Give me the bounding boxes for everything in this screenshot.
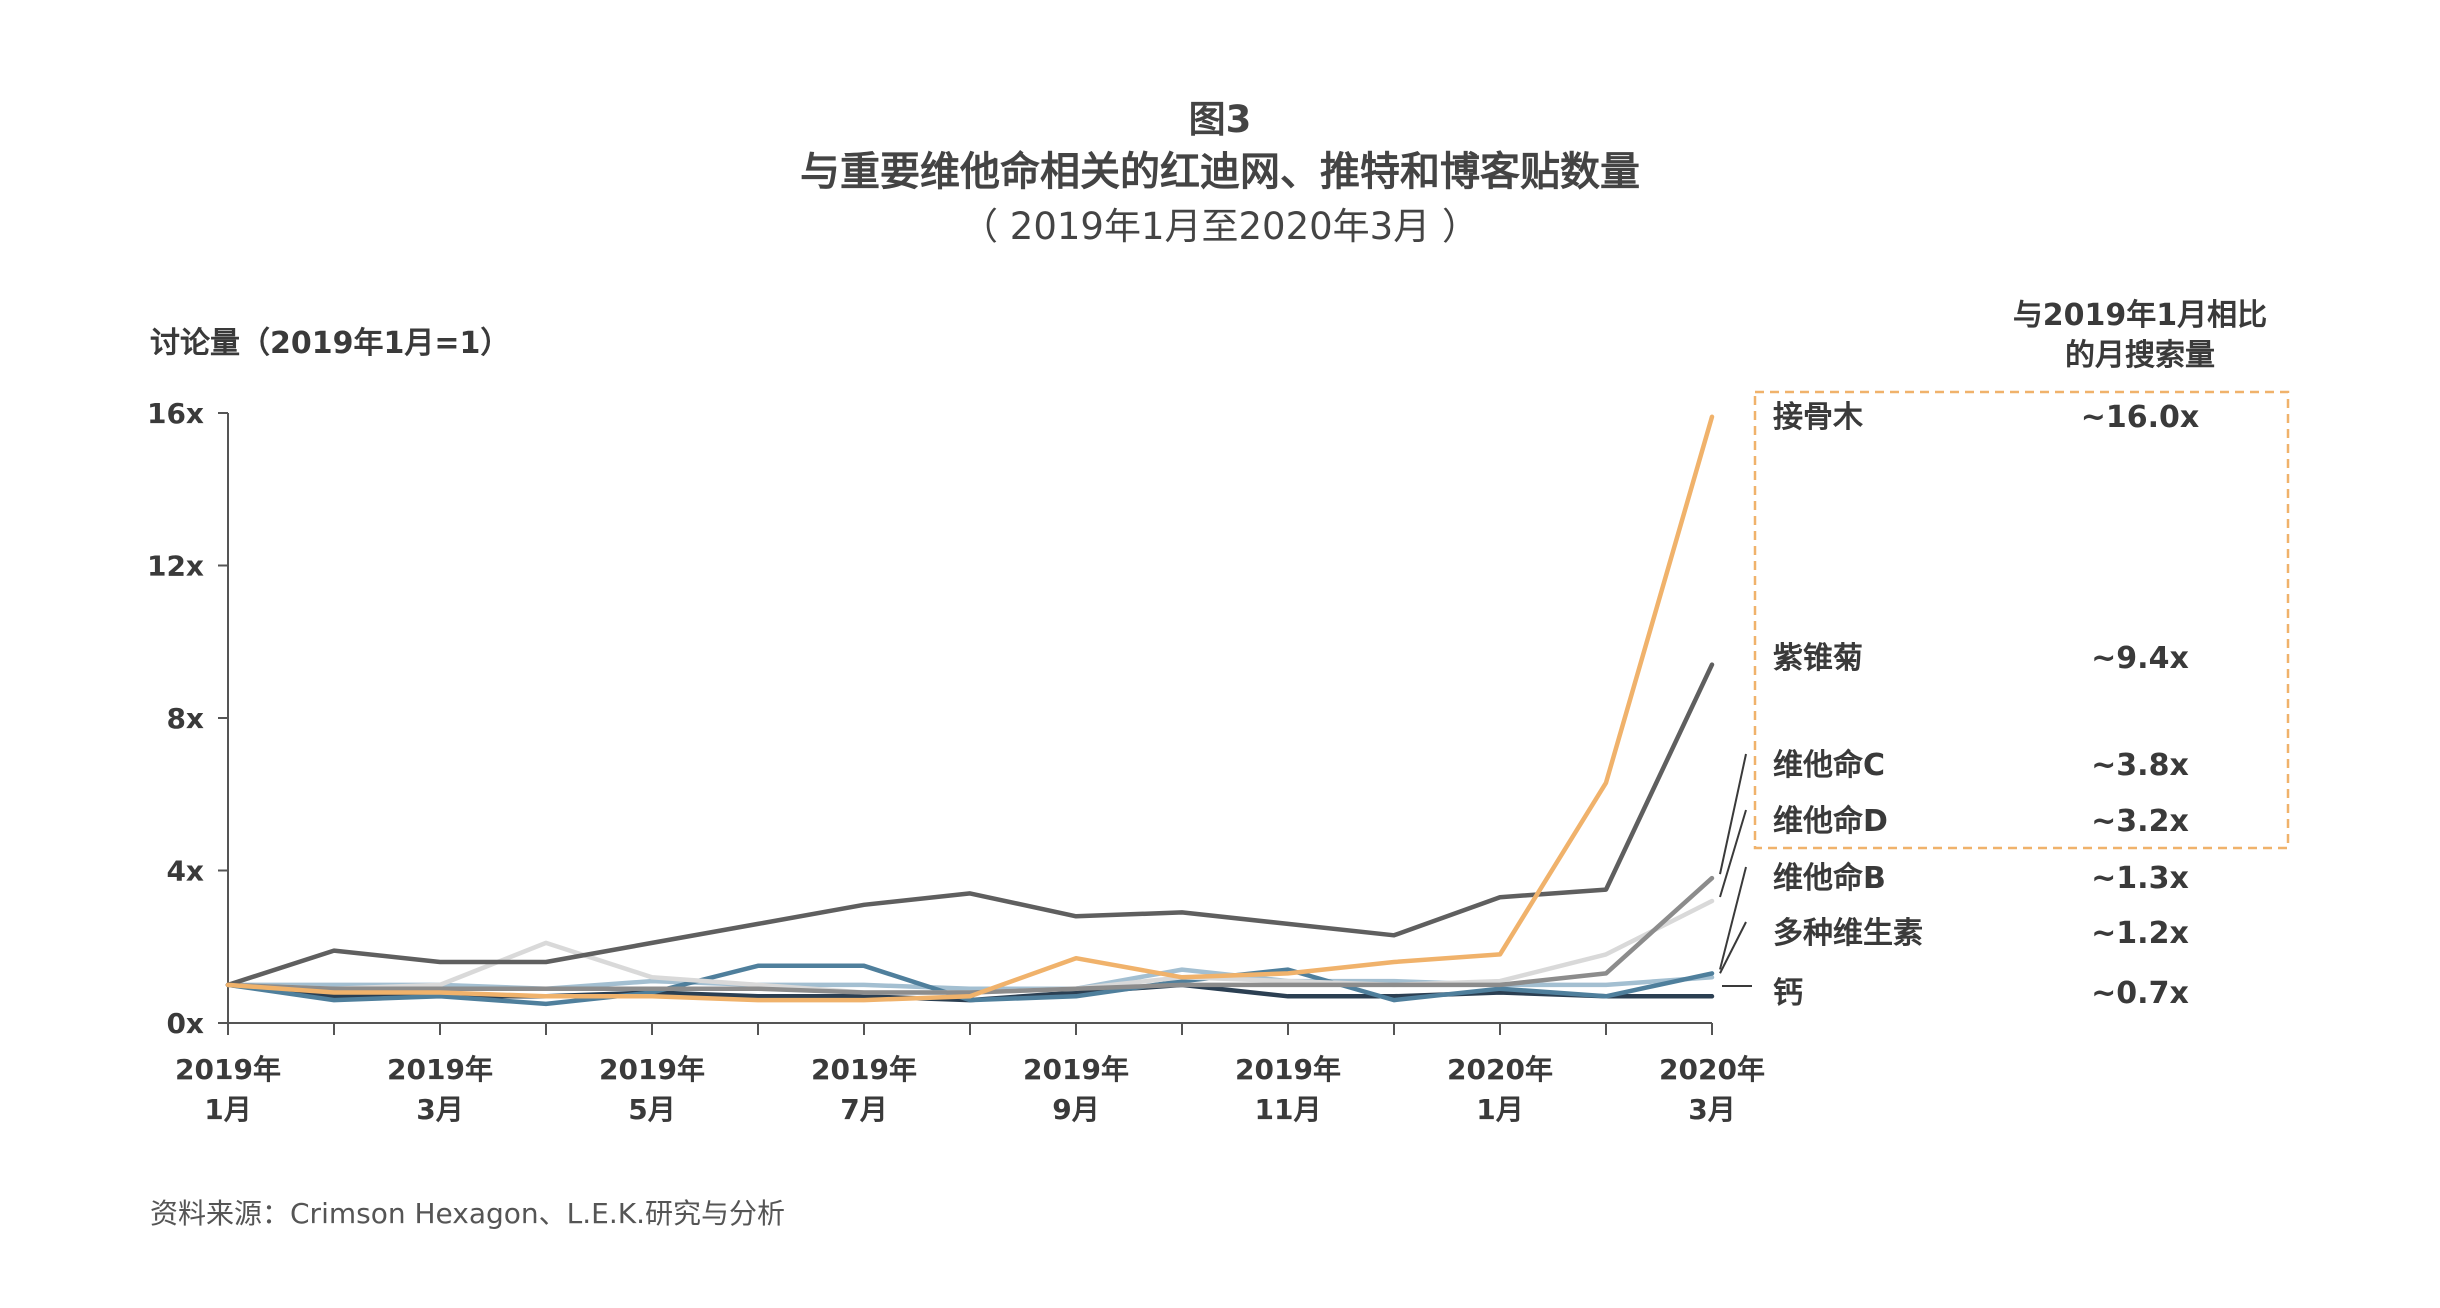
figure-subtitle: （ 2019年1月至2020年3月 ） [961,205,1479,248]
x-tick-label-year: 2019年 [175,1053,281,1086]
x-tick-label-month: 1月 [1476,1093,1523,1126]
y-tick-label: 4x [166,855,204,888]
leader-line-3 [1719,809,1747,898]
series-line-3 [225,898,1715,995]
figure-title: 与重要维他命相关的红迪网、推特和博客贴数量 [800,149,1640,195]
axes: 0x 4x 8x 12x 16x 2019年 1月 2019年 3月 2019年 5月 2019年 7月… [147,397,1765,1126]
legend-value-4: ~1.3x [2091,861,2189,896]
x-tick-label-month: 7月 [840,1093,887,1126]
x-tick-label-month: 5月 [628,1093,675,1126]
legend-name-3: 维他命D [1773,804,1888,839]
y-tick-label: 0x [166,1007,204,1040]
source-note: 资料来源：Crimson Hexagon、L.E.K.研究与分析 [150,1197,786,1230]
legend-value-3: ~3.2x [2091,804,2189,839]
y-tick-label: 12x [147,550,204,583]
side-header-line-1: 与2019年1月相比 [2012,298,2268,333]
legend-name-5: 多种维生素 [1773,916,1923,951]
legend-value-5: ~1.2x [2091,916,2189,951]
series-line-0 [225,414,1715,1003]
title-block: 图3 与重要维他命相关的红迪网、推特和博客贴数量 （ 2019年1月至2020年… [0,96,2440,254]
x-tick-label-year: 2019年 [1023,1053,1129,1086]
x-tick-label-month: 9月 [1052,1093,1099,1126]
legend-name-6: 钙 [1773,976,1803,1011]
legend: 接骨木 ~16.0x 紫锥菊 ~9.4x 维他命C ~3.8x 维他命D ~3.2x 维他命B ~… [1719,390,2290,1011]
leader-line-2 [1719,753,1747,875]
x-tick-label-year: 2019年 [811,1053,917,1086]
x-tick-label-month: 1月 [204,1093,251,1126]
leader-line-4 [1719,866,1747,970]
legend-name-0: 接骨木 [1773,400,1863,435]
series-lines [225,414,1715,1007]
legend-value-2: ~3.8x [2091,748,2189,783]
legend-name-1: 紫锥菊 [1773,641,1863,676]
series-line-4 [225,963,1715,1007]
y-axis-label: 讨论量（2019年1月=1） [150,326,511,361]
legend-value-6: ~0.7x [2091,976,2189,1011]
legend-name-2: 维他命C [1773,748,1885,783]
side-column-header: 与2019年1月相比 的月搜索量 [1990,296,2290,376]
series-line-2 [225,875,1715,995]
x-tick-label-month: 3月 [1688,1093,1735,1126]
legend-name-4: 维他命B [1773,861,1886,896]
side-header-line-2: 的月搜索量 [2065,338,2215,373]
x-tick-label-year: 2019年 [1235,1053,1341,1086]
x-tick-label-month: 3月 [416,1093,463,1126]
y-tick-label: 8x [166,702,204,735]
y-tick-label: 16x [147,397,204,430]
figure-label: 图3 [1188,98,1252,141]
legend-value-0: ~16.0x [2081,400,2200,435]
series-line-1 [225,662,1715,988]
x-tick-label-year: 2019年 [387,1053,493,1086]
x-tick-label-year: 2020年 [1659,1053,1765,1086]
leader-line-5 [1719,921,1747,974]
x-tick-label-year: 2020年 [1447,1053,1553,1086]
x-tick-label-year: 2019年 [599,1053,705,1086]
x-tick-label-month: 11月 [1255,1093,1322,1126]
legend-value-1: ~9.4x [2091,641,2189,676]
